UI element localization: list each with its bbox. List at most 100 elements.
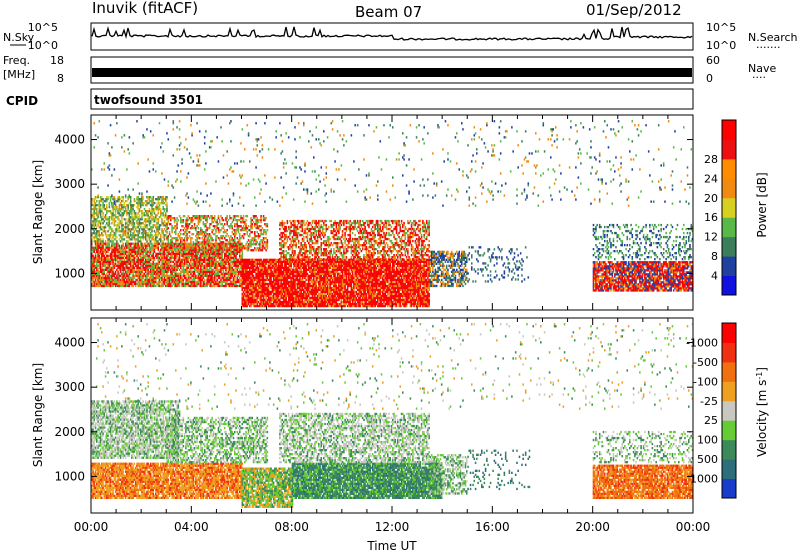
echo-cell bbox=[196, 258, 198, 262]
echo-cell bbox=[256, 272, 259, 276]
echo-cell bbox=[98, 260, 101, 264]
echo-cell bbox=[112, 230, 114, 233]
echo-cell bbox=[236, 270, 239, 274]
echo-cell bbox=[183, 268, 186, 272]
echo-cell bbox=[141, 278, 143, 282]
echo-cell bbox=[124, 266, 127, 270]
echo-cell bbox=[185, 223, 187, 226]
echo-cell bbox=[247, 290, 250, 294]
echo-cell bbox=[244, 282, 246, 286]
echo-cell bbox=[141, 256, 143, 260]
echo-cell bbox=[157, 230, 160, 233]
echo-cell bbox=[92, 270, 94, 274]
echo-cell bbox=[132, 284, 134, 288]
echo-cell bbox=[200, 262, 202, 266]
echo-cell bbox=[108, 270, 111, 274]
echo-cell bbox=[178, 268, 181, 272]
echo-cell bbox=[186, 247, 188, 250]
echo-cell bbox=[112, 198, 114, 201]
echo-cell bbox=[234, 235, 236, 238]
echo-cell bbox=[234, 248, 236, 251]
echo-cell bbox=[245, 290, 247, 294]
echo-cell bbox=[141, 216, 143, 219]
echo-cell bbox=[98, 236, 101, 239]
echo-cell bbox=[236, 266, 239, 270]
echo-cell bbox=[242, 302, 245, 306]
echo-cell bbox=[213, 282, 216, 286]
echo-cell bbox=[142, 284, 144, 288]
echo-cell bbox=[91, 242, 93, 245]
echo-cell bbox=[256, 294, 259, 298]
echo-cell bbox=[178, 252, 181, 256]
echo-cell bbox=[211, 219, 213, 222]
echo-cell bbox=[107, 268, 109, 272]
echo-cell bbox=[148, 258, 151, 262]
echo-cell bbox=[158, 208, 161, 211]
echo-cell bbox=[237, 229, 240, 232]
echo-cell bbox=[198, 250, 201, 254]
echo-cell bbox=[201, 278, 203, 282]
echo-cell bbox=[246, 245, 249, 248]
echo-cell bbox=[227, 260, 230, 264]
echo-cell bbox=[267, 288, 270, 292]
echo-cell bbox=[180, 248, 182, 251]
echo-cell bbox=[121, 250, 123, 254]
echo-cell bbox=[99, 234, 102, 237]
echo-cell bbox=[170, 241, 172, 244]
echo-cell bbox=[207, 252, 210, 256]
echo-cell bbox=[151, 210, 153, 213]
echo-cell bbox=[230, 256, 232, 260]
echo-cell bbox=[103, 278, 106, 282]
echo-cell bbox=[249, 243, 251, 246]
echo-cell bbox=[114, 208, 117, 211]
echo-cell bbox=[127, 226, 129, 229]
echo-cell bbox=[216, 270, 218, 274]
echo-cell bbox=[251, 223, 254, 226]
echo-cell bbox=[107, 276, 109, 280]
echo-cell bbox=[180, 243, 182, 246]
echo-cell bbox=[99, 250, 102, 254]
echo-cell bbox=[229, 274, 231, 278]
echo-cell bbox=[296, 288, 299, 292]
echo-cell bbox=[239, 254, 241, 258]
echo-cell bbox=[221, 260, 223, 264]
echo-cell bbox=[99, 276, 102, 280]
echo-cell bbox=[97, 232, 99, 235]
echo-cell bbox=[171, 266, 173, 270]
echo-cell bbox=[155, 280, 157, 284]
echo-cell bbox=[161, 200, 163, 203]
echo-cell bbox=[93, 248, 96, 251]
echo-cell bbox=[239, 268, 241, 272]
echo-cell bbox=[124, 220, 127, 223]
echo-cell bbox=[114, 248, 117, 251]
echo-cell bbox=[128, 284, 131, 288]
echo-cell bbox=[256, 264, 259, 268]
echo-cell bbox=[118, 266, 121, 270]
echo-cell bbox=[192, 280, 195, 284]
echo-cell bbox=[244, 223, 246, 226]
echo-cell bbox=[143, 220, 146, 223]
echo-cell bbox=[227, 247, 230, 250]
echo-cell bbox=[107, 274, 109, 278]
echo-cell bbox=[119, 256, 122, 260]
echo-cell bbox=[127, 284, 129, 288]
echo-cell bbox=[207, 243, 210, 246]
echo-cell bbox=[96, 196, 98, 199]
echo-cell bbox=[190, 268, 192, 272]
echo-cell bbox=[218, 274, 221, 278]
echo-cell bbox=[220, 229, 222, 232]
echo-cell bbox=[257, 288, 260, 292]
echo-cell bbox=[91, 278, 93, 282]
echo-cell bbox=[158, 258, 161, 262]
echo-cell bbox=[216, 282, 218, 286]
echo-cell bbox=[98, 282, 101, 286]
echo-cell bbox=[264, 298, 266, 302]
echo-cell bbox=[91, 254, 93, 258]
echo-cell bbox=[217, 249, 220, 252]
echo-cell bbox=[252, 241, 255, 244]
echo-cell bbox=[168, 248, 171, 251]
echo-cell bbox=[91, 216, 93, 219]
echo-cell bbox=[245, 302, 247, 306]
echo-cell bbox=[119, 260, 122, 264]
echo-cell bbox=[274, 304, 276, 308]
